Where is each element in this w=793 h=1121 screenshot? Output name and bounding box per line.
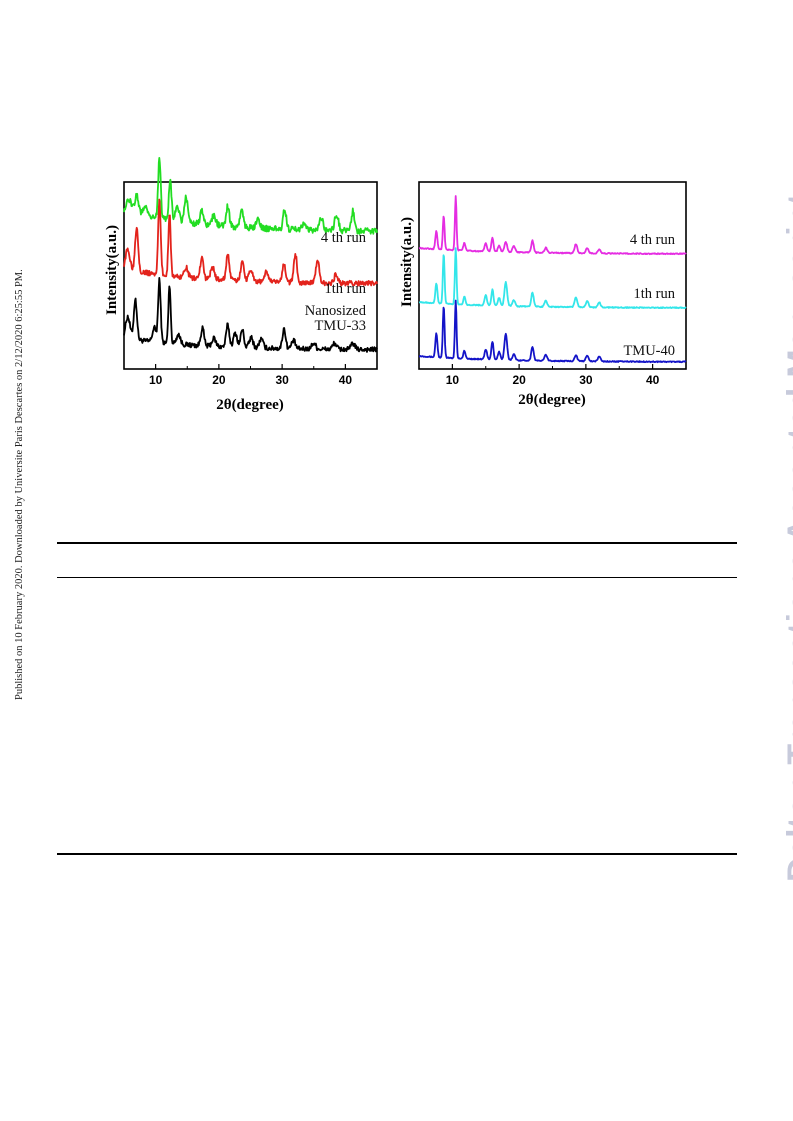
chart-panel-2: 10 20 30 40 2θ(degree) Intensity(a.u.) TMU-40 1…: [399, 181, 687, 408]
series-line-1: [418, 299, 687, 364]
table-bottom-rule: [57, 853, 737, 855]
table-top-rule: [57, 542, 737, 544]
x-axis-label: 2θ(degree): [518, 392, 586, 408]
chart-panel-1: 10 20 30 40 2θ(degree) Intensity(a.u.) Nanosiz…: [104, 157, 378, 413]
series-label: 4 th run: [321, 230, 367, 246]
x-tick-label: 40: [339, 373, 353, 387]
y-axis-label: Intensity(a.u.): [399, 217, 415, 307]
table-header-rule: [57, 577, 737, 578]
x-tick-label: 30: [579, 373, 593, 387]
series-label: 1th run: [634, 286, 676, 302]
series-label: TMU-40: [623, 343, 675, 359]
x-tick-label: 10: [149, 373, 163, 387]
x-tick-label: 10: [446, 373, 460, 387]
y-axis-label: Intensity(a.u.): [104, 225, 120, 315]
x-tick-label: 40: [646, 373, 660, 387]
series-line-3: [123, 157, 378, 235]
series-line-1: [123, 277, 378, 353]
plot-frame: [418, 181, 687, 370]
x-tick-label: 30: [275, 373, 289, 387]
x-tick-label: 20: [512, 373, 526, 387]
series-line-2: [418, 247, 687, 310]
series-line-3: [418, 195, 687, 256]
series-label: Nanosized: [305, 303, 367, 319]
series-line-2: [123, 198, 378, 287]
x-axis-label: 2θ(degree): [216, 397, 284, 413]
series-label: TMU-33: [314, 318, 366, 334]
x-tick-label: 20: [212, 373, 226, 387]
series-label: 1th run: [325, 281, 367, 297]
series-label: 4 th run: [630, 232, 676, 248]
